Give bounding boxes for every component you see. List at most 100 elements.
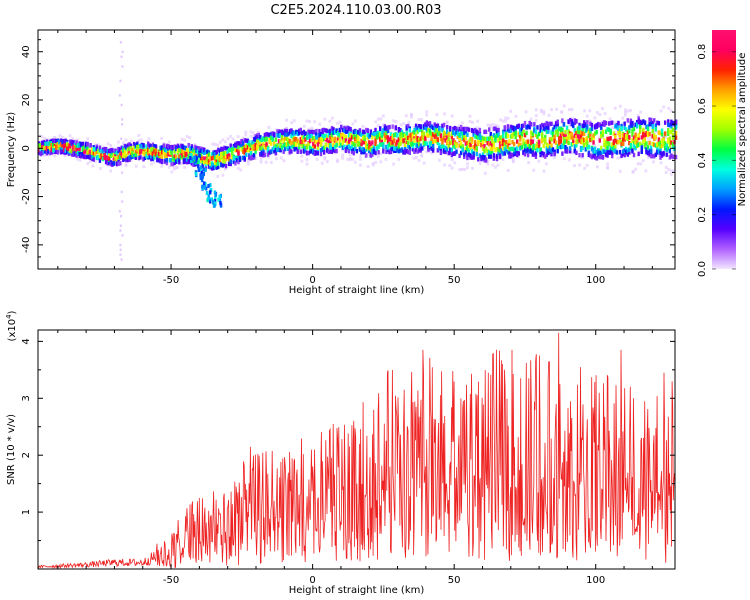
heatmap-cell <box>245 138 248 143</box>
heatmap-cell <box>506 150 510 155</box>
heatmap-cell <box>665 143 668 149</box>
heatmap-cell <box>634 138 637 143</box>
heatmap-cell <box>393 132 396 138</box>
heatmap-cell <box>578 163 581 167</box>
heatmap-cell <box>603 112 607 116</box>
heatmap-cell <box>576 126 580 131</box>
heatmap-cell <box>656 150 659 155</box>
heatmap-cell <box>323 117 327 121</box>
heatmap-cell <box>344 135 348 140</box>
heatmap-cell <box>240 139 243 144</box>
heatmap-cell <box>120 55 123 58</box>
heatmap-cell <box>458 143 461 148</box>
heatmap-cell <box>285 118 288 122</box>
heatmap-cell <box>341 127 345 133</box>
heatmap-cell <box>40 135 44 139</box>
heatmap-cell <box>352 135 355 140</box>
heatmap-cell <box>95 155 99 160</box>
heatmap-cell <box>215 162 218 167</box>
heatmap-cell <box>111 148 114 153</box>
heatmap-cell <box>590 146 594 152</box>
heatmap-cell <box>152 160 156 164</box>
heatmap-cell <box>575 130 578 136</box>
heatmap-cell <box>212 200 215 205</box>
heatmap-cell <box>291 140 295 145</box>
heatmap-cell <box>621 122 625 126</box>
heatmap-cell <box>115 157 119 162</box>
heatmap-cell <box>271 135 274 140</box>
heatmap-cell <box>558 126 561 131</box>
heatmap-cell <box>430 146 433 151</box>
heatmap-cell <box>76 157 80 161</box>
heatmap-cell <box>336 121 339 125</box>
heatmap-cell <box>354 146 357 152</box>
heatmap-cell <box>59 147 63 152</box>
heatmap-cell <box>89 155 92 160</box>
heatmap-cell <box>408 128 411 133</box>
heatmap-cell <box>505 134 508 139</box>
heatmap-cell <box>241 145 245 150</box>
heatmap-cell <box>397 157 401 161</box>
heatmap-cell <box>335 148 338 154</box>
heatmap-cell <box>581 127 584 132</box>
heatmap-cell <box>391 124 394 129</box>
heatmap-cell <box>499 118 502 122</box>
heatmap-cell <box>72 144 75 149</box>
heatmap-cell <box>578 137 581 143</box>
heatmap-cell <box>674 131 678 136</box>
heatmap-cell <box>379 152 383 156</box>
heatmap-cell <box>545 162 548 166</box>
heatmap-cell <box>213 155 217 160</box>
heatmap-cell <box>238 141 242 146</box>
heatmap-cell <box>445 135 449 140</box>
heatmap-cell <box>411 133 415 139</box>
heatmap-cell <box>607 127 611 132</box>
heatmap-cell <box>400 135 404 140</box>
heatmap-cell <box>593 144 597 148</box>
heatmap-cell <box>464 135 468 140</box>
heatmap-cell <box>308 129 312 135</box>
heatmap-cell <box>109 161 113 167</box>
heatmap-cell <box>631 128 634 133</box>
heatmap-cell <box>512 141 516 147</box>
heatmap-cell <box>148 143 151 148</box>
heatmap-cell <box>665 152 668 157</box>
heatmap-cell <box>170 150 173 156</box>
heatmap-cell <box>631 170 635 174</box>
heatmap-cell <box>296 138 299 143</box>
heatmap-cell <box>589 137 592 143</box>
heatmap-cell <box>525 130 528 136</box>
heatmap-cell <box>151 142 155 147</box>
heatmap-cell <box>452 143 455 149</box>
heatmap-cell <box>648 117 651 122</box>
heatmap-cell <box>392 119 395 123</box>
heatmap-cell <box>380 133 383 138</box>
heatmap-cell <box>414 143 418 148</box>
heatmap-cell <box>506 116 510 120</box>
heatmap-cell <box>121 234 124 237</box>
heatmap-cell <box>477 157 480 162</box>
heatmap-cell <box>385 125 388 131</box>
heatmap-cell <box>639 119 642 125</box>
heatmap-cell <box>197 168 201 173</box>
heatmap-cell <box>319 131 323 137</box>
heatmap-cell <box>584 147 587 152</box>
heatmap-cell <box>327 149 331 154</box>
heatmap-cell <box>315 135 318 140</box>
heatmap-cell <box>611 126 615 130</box>
heatmap-cell <box>308 145 312 151</box>
heatmap-cell <box>157 151 161 157</box>
heatmap-cell <box>393 138 396 143</box>
heatmap-cell <box>268 138 271 143</box>
heatmap-cell <box>657 130 661 135</box>
heatmap-cell <box>313 139 317 144</box>
heatmap-cell <box>461 147 464 152</box>
heatmap-cell <box>621 151 625 157</box>
heatmap-cell <box>38 143 41 148</box>
heatmap-cell <box>606 136 609 142</box>
heatmap-cell <box>279 139 282 144</box>
heatmap-cell <box>290 131 293 136</box>
heatmap-cell <box>270 135 273 141</box>
heatmap-cell <box>607 141 611 147</box>
heatmap-cell <box>551 132 555 137</box>
